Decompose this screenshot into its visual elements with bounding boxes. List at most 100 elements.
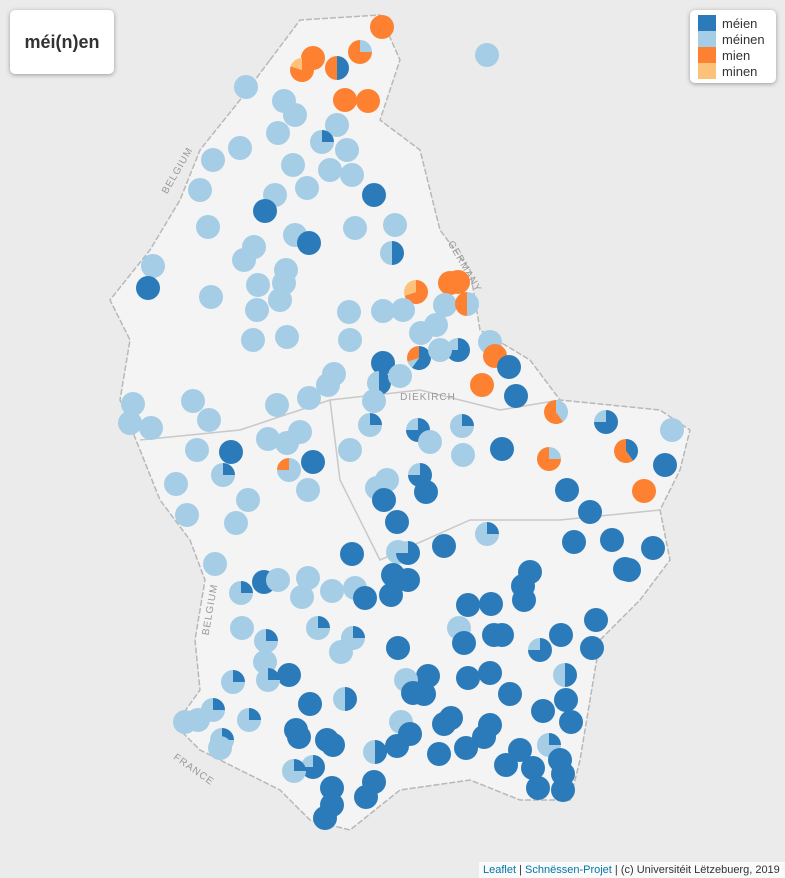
pie-slice[interactable] [383,213,407,237]
pie-slice[interactable] [266,568,290,592]
pie-slice[interactable] [456,593,480,617]
pie-slice[interactable] [432,534,456,558]
pie-slice[interactable] [282,759,306,783]
pie-slice[interactable] [433,293,457,317]
pie-slice[interactable] [277,458,289,470]
link[interactable]: Leaflet [483,864,517,876]
pie-slice[interactable] [549,447,561,459]
pie-slice[interactable] [432,712,456,736]
pie-slice[interactable] [266,121,290,145]
pie-slice[interactable] [211,463,235,487]
pie-slice[interactable] [290,585,314,609]
pie-slice[interactable] [338,328,362,352]
pie-slice[interactable] [418,430,442,454]
pie-slice[interactable] [236,488,260,512]
pie-slice[interactable] [283,103,307,127]
pie-slice[interactable] [294,759,306,771]
pie-slice[interactable] [139,416,163,440]
pie-slice[interactable] [343,216,367,240]
pie-slice[interactable] [371,299,395,323]
pie-slice[interactable] [379,371,391,395]
pie-slice[interactable] [337,300,361,324]
pie-slice[interactable] [219,440,243,464]
pie-slice[interactable] [362,183,386,207]
pie-slice[interactable] [498,682,522,706]
pie-slice[interactable] [512,588,536,612]
pie-slice[interactable] [246,273,270,297]
pie-slice[interactable] [388,364,412,388]
pie-slice[interactable] [320,776,344,800]
pie-slice[interactable] [632,479,656,503]
pie-slice[interactable] [391,298,415,322]
pie-slice[interactable] [233,670,245,682]
pie-slice[interactable] [356,89,380,113]
pie-slice[interactable] [201,148,225,172]
pie-slice[interactable] [452,631,476,655]
pie-slice[interactable] [653,453,677,477]
pie-slice[interactable] [470,373,494,397]
pie-slice[interactable] [241,328,265,352]
pie-slice[interactable] [188,178,212,202]
pie-slice[interactable] [462,414,474,426]
pie-slice[interactable] [555,478,579,502]
pie-slice[interactable] [318,616,330,628]
pie-slice[interactable] [479,592,503,616]
pie-slice[interactable] [363,740,375,764]
pie-slice[interactable] [475,522,499,546]
pie-slice[interactable] [141,254,165,278]
pie-slice[interactable] [531,699,555,723]
pie-slice[interactable] [348,40,372,64]
pie-slice[interactable] [301,450,325,474]
pie-slice[interactable] [641,536,665,560]
pie-slice[interactable] [379,583,403,607]
pie-slice[interactable] [253,650,277,674]
pie-slice[interactable] [412,682,436,706]
pie-slice[interactable] [181,389,205,413]
pie-slice[interactable] [203,552,227,576]
pie-slice[interactable] [287,725,311,749]
pie-slice[interactable] [392,241,404,265]
pie-slice[interactable] [526,776,550,800]
pie-slice[interactable] [266,629,278,641]
pie-slice[interactable] [316,373,340,397]
pie-slice[interactable] [275,431,299,455]
pie-slice[interactable] [475,43,499,67]
pie-slice[interactable] [385,510,409,534]
pie-slice[interactable] [333,687,345,711]
pie-slice[interactable] [617,558,641,582]
pie-slice[interactable] [396,541,408,553]
pie-slice[interactable] [494,753,518,777]
pie-slice[interactable] [467,292,479,316]
pie-slice[interactable] [237,708,261,732]
pie-slice[interactable] [626,439,638,461]
pie-slice[interactable] [407,346,419,362]
pie-slice[interactable] [313,806,337,830]
pie-slice[interactable] [321,733,345,757]
pie-slice[interactable] [487,522,499,534]
pie-slice[interactable] [490,623,514,647]
pie-slice[interactable] [358,413,382,437]
pie-slice[interactable] [118,411,142,435]
pie-slice[interactable] [306,616,330,640]
pie-slice[interactable] [428,338,452,362]
pie-slice[interactable] [228,136,252,160]
pie-slice[interactable] [371,351,395,375]
pie-slice[interactable] [340,163,364,187]
pie-slice[interactable] [370,15,394,39]
pie-slice[interactable] [367,371,379,395]
pie-slice[interactable] [472,725,496,749]
pie-slice[interactable] [386,636,410,660]
pie-slice[interactable] [660,418,684,442]
pie-slice[interactable] [185,438,209,462]
pie-slice[interactable] [528,638,540,650]
pie-slice[interactable] [256,668,280,692]
pie-slice[interactable] [565,663,577,687]
pie-slice[interactable] [275,325,299,349]
pie-slice[interactable] [407,358,419,368]
pie-slice[interactable] [208,736,232,760]
pie-slice[interactable] [504,384,528,408]
pie-slice[interactable] [301,755,313,767]
pie-slice[interactable] [414,480,438,504]
pie-slice[interactable] [256,427,280,451]
pie-slice[interactable] [580,636,604,660]
